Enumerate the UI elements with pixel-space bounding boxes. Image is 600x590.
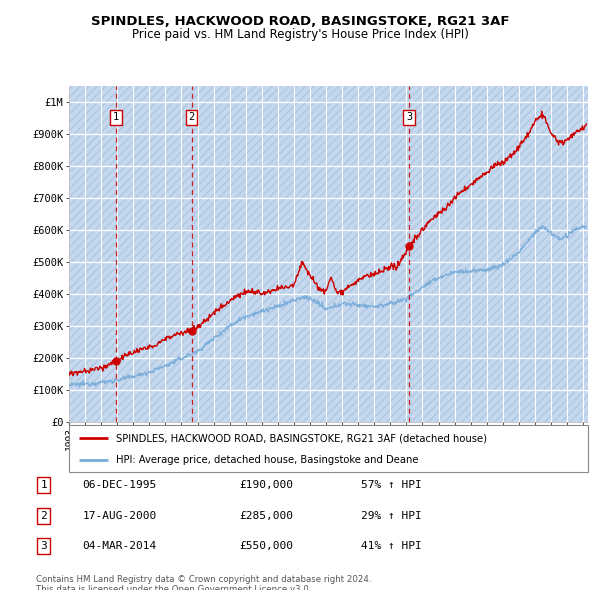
Text: 3: 3 — [406, 113, 412, 123]
Text: 29% ↑ HPI: 29% ↑ HPI — [361, 511, 422, 520]
Text: 57% ↑ HPI: 57% ↑ HPI — [361, 480, 422, 490]
Text: 06-DEC-1995: 06-DEC-1995 — [82, 480, 157, 490]
Text: 1: 1 — [40, 480, 47, 490]
Text: HPI: Average price, detached house, Basingstoke and Deane: HPI: Average price, detached house, Basi… — [116, 455, 418, 465]
Text: 41% ↑ HPI: 41% ↑ HPI — [361, 541, 422, 551]
Text: 17-AUG-2000: 17-AUG-2000 — [82, 511, 157, 520]
Text: 2: 2 — [188, 113, 195, 123]
Text: SPINDLES, HACKWOOD ROAD, BASINGSTOKE, RG21 3AF: SPINDLES, HACKWOOD ROAD, BASINGSTOKE, RG… — [91, 15, 509, 28]
Text: SPINDLES, HACKWOOD ROAD, BASINGSTOKE, RG21 3AF (detached house): SPINDLES, HACKWOOD ROAD, BASINGSTOKE, RG… — [116, 433, 487, 443]
Text: £550,000: £550,000 — [240, 541, 294, 551]
Text: £190,000: £190,000 — [240, 480, 294, 490]
Text: 1: 1 — [113, 113, 119, 123]
Text: 2: 2 — [40, 511, 47, 520]
FancyBboxPatch shape — [69, 425, 588, 472]
Text: £285,000: £285,000 — [240, 511, 294, 520]
Text: 3: 3 — [40, 541, 47, 551]
Text: Contains HM Land Registry data © Crown copyright and database right 2024.
This d: Contains HM Land Registry data © Crown c… — [35, 575, 371, 590]
Text: 04-MAR-2014: 04-MAR-2014 — [82, 541, 157, 551]
Text: Price paid vs. HM Land Registry's House Price Index (HPI): Price paid vs. HM Land Registry's House … — [131, 28, 469, 41]
